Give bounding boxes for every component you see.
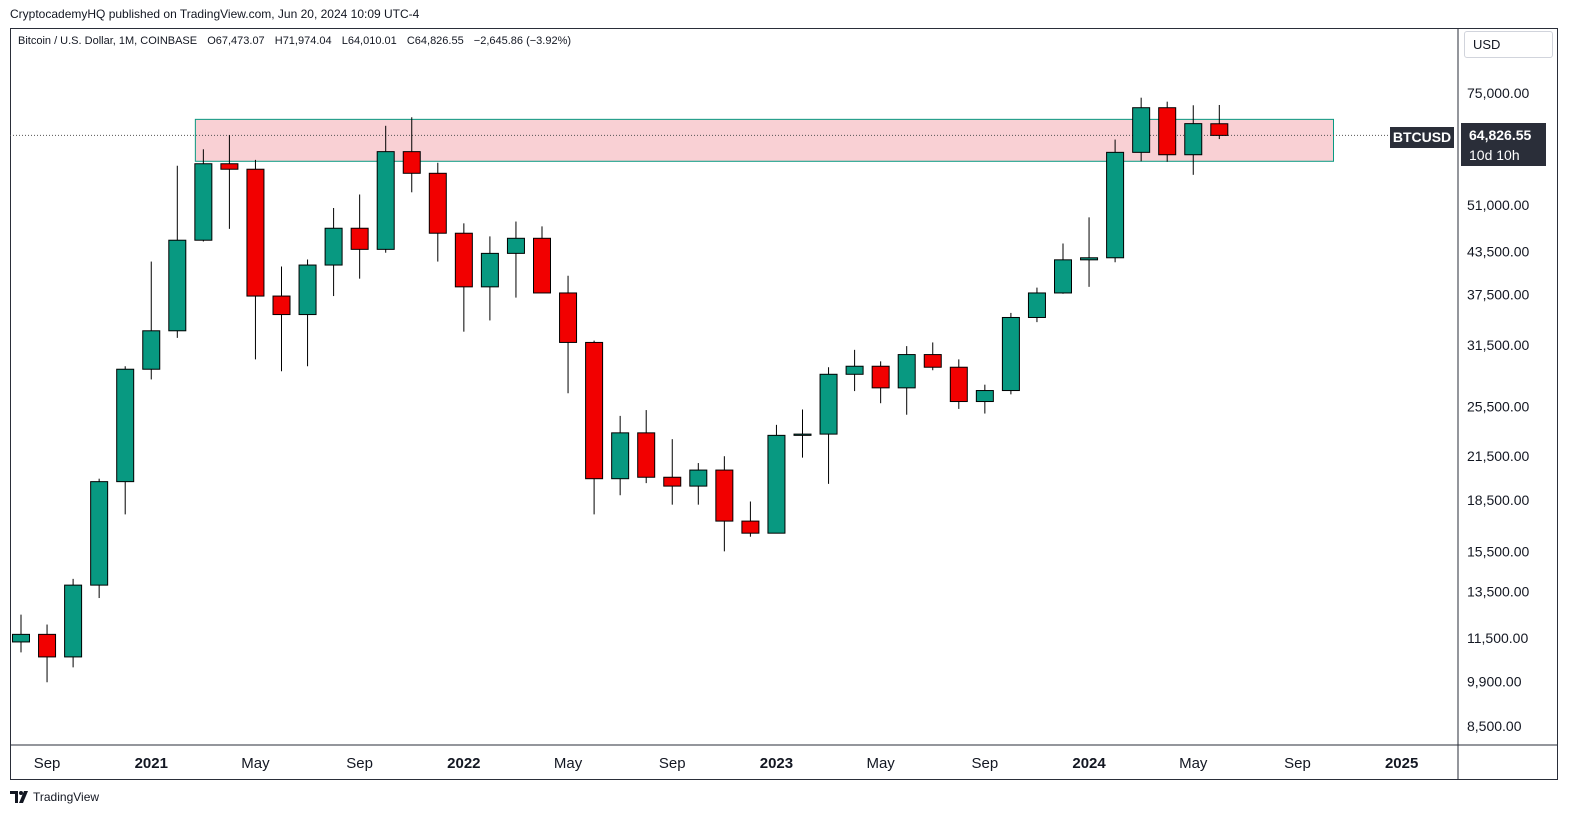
candle-body-2021-09 (350, 227, 369, 250)
currency-selector[interactable]: USD (1464, 31, 1553, 58)
time-tick-label: May (866, 755, 895, 772)
candle-body-2020-12 (116, 368, 135, 483)
price-tick-label: 51,000.00 (1467, 197, 1529, 213)
chart-frame[interactable] (10, 28, 1558, 780)
candle-body-2022-10 (689, 469, 708, 487)
candle-body-2024-01 (1080, 257, 1099, 261)
symbol-price-tag: BTCUSD (1390, 127, 1454, 148)
price-tick-label: 31,500.00 (1467, 337, 1529, 353)
price-tick-label: 11,500.00 (1467, 630, 1528, 646)
change-value: −2,645.86 (−3.92%) (473, 35, 572, 47)
price-tick-label: 13,500.00 (1467, 584, 1529, 600)
price-tick-label: 21,500.00 (1467, 448, 1529, 464)
candle-body-2021-10 (376, 151, 395, 250)
price-tick-label: 15,500.00 (1467, 543, 1529, 559)
candle-body-2024-03 (1132, 107, 1151, 153)
candle-body-2023-06 (897, 354, 916, 389)
time-tick-label: Sep (659, 755, 686, 772)
candle-body-2023-10 (1001, 316, 1020, 392)
high-value: H71,974.04 (274, 35, 332, 47)
candle-body-2023-03 (819, 373, 838, 435)
price-tick-label: 43,500.00 (1467, 243, 1529, 259)
open-value: O67,473.07 (207, 35, 265, 47)
publisher-text: CryptocademyHQ published on TradingView.… (10, 7, 420, 21)
candle-body-2023-08 (949, 366, 968, 403)
tradingview-logo-icon[interactable] (10, 790, 30, 804)
time-tick-label: 2023 (760, 755, 793, 772)
time-tick-label: May (241, 755, 270, 772)
symbol-title[interactable]: Bitcoin / U.S. Dollar, 1M, COINBASE (18, 35, 198, 47)
current-price-value: 64,826.55 (1469, 127, 1532, 143)
candle-body-2021-12 (428, 172, 447, 234)
candle-body-2024-06 (1210, 123, 1229, 136)
price-tick-label: 25,500.00 (1467, 399, 1529, 415)
current-price-label: 64,826.55 10d 10h (1461, 123, 1546, 166)
currency-label: USD (1473, 37, 1501, 52)
time-tick-label: May (554, 755, 583, 772)
time-tick-label: Sep (346, 755, 373, 772)
candle-body-2020-08 (12, 633, 30, 643)
bar-countdown: 10d 10h (1469, 147, 1520, 163)
time-tick-label: May (1179, 755, 1208, 772)
price-tick-label: 37,500.00 (1467, 287, 1529, 303)
price-tick-label: 18,500.00 (1467, 492, 1529, 508)
ohlc-legend: Bitcoin / U.S. Dollar, 1M, COINBASE O67,… (18, 35, 578, 47)
candle-body-2021-07 (298, 264, 317, 316)
candle-body-2022-11 (715, 469, 734, 522)
candle-body-2021-04 (220, 163, 239, 170)
candle-body-2021-03 (194, 163, 213, 241)
candle-body-2023-12 (1054, 259, 1072, 294)
candle-body-2022-12 (741, 520, 760, 534)
candle-body-2024-04 (1158, 107, 1177, 156)
candle-body-2023-01 (767, 434, 786, 534)
candle-body-2022-01 (454, 232, 473, 288)
candle-body-2021-08 (324, 227, 343, 266)
publisher-bar: CryptocademyHQ published on TradingView.… (0, 0, 1573, 28)
low-value: L64,010.01 (341, 35, 397, 47)
candle-body-2022-07 (611, 432, 630, 480)
candle-body-2021-05 (246, 168, 265, 297)
candle-body-2020-09 (38, 633, 57, 658)
candle-body-2022-09 (663, 476, 682, 487)
time-tick-label: Sep (971, 755, 998, 772)
candle-body-2023-02 (793, 433, 812, 436)
candle-body-2021-01 (142, 330, 161, 370)
candle-body-2022-03 (506, 237, 525, 254)
time-tick-label: 2024 (1072, 755, 1106, 772)
time-tick-label: 2022 (447, 755, 480, 772)
price-tick-label: 75,000.00 (1467, 85, 1529, 101)
candle-body-2022-06 (585, 341, 604, 480)
price-tick-label: 8,500.00 (1467, 718, 1522, 734)
candle-body-2023-07 (923, 354, 942, 368)
candle-body-2022-02 (480, 252, 499, 288)
candle-body-2023-04 (845, 365, 864, 375)
candle-body-2020-10 (64, 584, 83, 658)
candle-body-2023-05 (871, 365, 890, 389)
candle-body-2021-06 (272, 295, 291, 316)
candle-body-2023-11 (1027, 292, 1046, 318)
candle-body-2024-05 (1184, 123, 1203, 156)
candle-body-2022-05 (559, 292, 578, 343)
time-tick-label: 2021 (135, 755, 168, 772)
price-tick-label: 9,900.00 (1467, 674, 1522, 690)
time-tick-label: Sep (1284, 755, 1311, 772)
candle-body-2021-11 (402, 151, 421, 174)
candle-body-2022-08 (637, 432, 656, 478)
candle-body-2023-09 (975, 390, 994, 403)
footer: TradingView (10, 790, 99, 804)
candle-body-2021-02 (168, 239, 187, 332)
footer-brand[interactable]: TradingView (33, 790, 100, 804)
candle-body-2020-11 (90, 481, 109, 586)
time-tick-label: 2025 (1385, 755, 1418, 772)
close-value: C64,826.55 (406, 35, 464, 47)
candle-body-2024-02 (1106, 151, 1125, 259)
candle-body-2022-04 (533, 237, 551, 294)
time-tick-label: Sep (34, 755, 61, 772)
